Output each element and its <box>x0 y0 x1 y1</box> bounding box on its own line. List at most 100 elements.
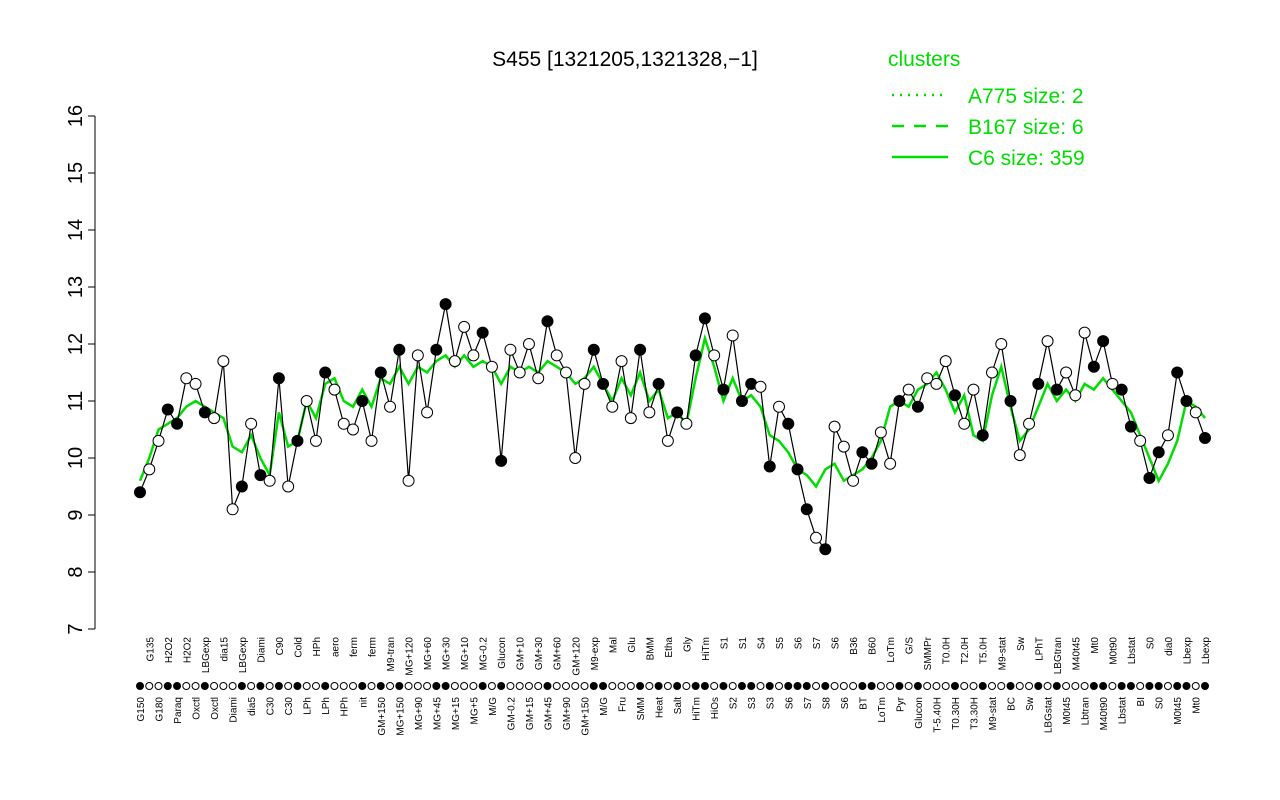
x-tick-label: Mal <box>608 637 619 653</box>
x-tick-label: Sw <box>1016 636 1027 651</box>
rug-point <box>358 682 367 690</box>
data-point <box>532 372 545 385</box>
rug-point <box>432 682 441 690</box>
x-tick-label: S3 <box>747 697 758 710</box>
data-point <box>161 403 174 416</box>
rug-point <box>849 682 858 690</box>
x-tick-label: T0.0H <box>942 637 953 664</box>
rug-point <box>617 682 626 690</box>
rug-point <box>1025 682 1034 690</box>
x-tick-label: S6 <box>831 637 842 650</box>
x-tick-label: C30 <box>284 697 295 716</box>
data-point <box>856 446 869 459</box>
data-point <box>569 452 582 464</box>
x-tick-label: GM+150 <box>377 697 388 736</box>
rug-point <box>376 682 385 690</box>
rug-point <box>839 682 848 690</box>
x-tick-label: T2.0H <box>960 637 971 664</box>
rug-point <box>265 682 274 690</box>
rug-point <box>1071 682 1080 690</box>
data-point <box>1041 335 1054 348</box>
x-tick-label: Oxctl <box>192 697 203 720</box>
x-tick-label: MG+45 <box>432 697 443 731</box>
rug-point <box>904 682 913 690</box>
y-tick-label: 11 <box>65 391 87 412</box>
data-point <box>1050 383 1063 396</box>
data-point <box>235 480 248 493</box>
data-point <box>652 377 665 390</box>
x-tick-label: Sw <box>1025 696 1036 711</box>
rug-point <box>960 682 969 690</box>
rug-point <box>608 682 617 690</box>
data-point <box>884 457 897 470</box>
y-tick-label: 12 <box>65 333 87 355</box>
data-point <box>587 343 600 356</box>
data-point <box>735 395 748 407</box>
rug-point <box>552 682 561 690</box>
rug-point <box>775 682 783 690</box>
data-point <box>828 420 841 433</box>
data-point <box>976 429 989 442</box>
rug-point <box>191 682 200 690</box>
rug-point <box>654 682 663 690</box>
legend-label: B167 size: 6 <box>968 116 1084 139</box>
rug-point <box>1108 682 1117 690</box>
data-point <box>365 434 378 447</box>
x-tick-label: G180 <box>155 697 166 722</box>
rug-point <box>497 682 506 690</box>
x-tick-label: dia0 <box>1164 637 1175 656</box>
data-point <box>606 400 619 413</box>
x-tick-label: M9-exp <box>590 637 601 671</box>
data-point <box>476 326 489 339</box>
rug-point <box>256 682 265 690</box>
x-tick-label: nit <box>358 697 369 708</box>
rug-point <box>293 682 302 690</box>
data-point <box>263 474 276 487</box>
y-tick-label: 16 <box>65 105 87 127</box>
data-point <box>578 377 591 390</box>
x-tick-label: S1 <box>719 637 730 650</box>
x-tick-label: MG+120 <box>405 637 416 676</box>
rug-point <box>673 682 682 690</box>
x-tick-label: T-5.40H <box>932 697 943 733</box>
data-point <box>1180 395 1193 407</box>
data-point <box>680 417 693 430</box>
data-point <box>902 383 915 396</box>
x-tick-label: Paraq <box>173 697 184 724</box>
rug-point <box>284 682 293 690</box>
x-tick-label: M9-stat <box>988 697 999 731</box>
data-point <box>726 329 739 342</box>
data-point <box>1161 429 1174 442</box>
rug-point <box>1191 682 1200 690</box>
rug-point <box>663 682 672 690</box>
x-tick-label: LPhT <box>1034 637 1045 661</box>
data-point <box>689 349 702 362</box>
rug-point <box>450 682 459 690</box>
x-tick-label: M9-tran <box>386 637 397 671</box>
legend-title: clusters <box>888 48 960 71</box>
rug-point <box>367 682 376 690</box>
data-point <box>337 417 350 430</box>
rug-point <box>913 682 922 690</box>
rug-point <box>311 682 320 690</box>
x-tick-label: M/G <box>599 697 610 716</box>
x-tick-label: Salt <box>673 697 684 714</box>
x-tick-label: S4 <box>756 637 767 650</box>
rug-point <box>349 682 357 690</box>
data-point <box>1013 449 1026 462</box>
rug-point <box>163 682 172 690</box>
data-point <box>773 400 785 413</box>
rug-point <box>1126 682 1135 690</box>
x-tick-label: aero <box>330 637 341 657</box>
rug-point <box>1136 682 1145 690</box>
rug-point <box>988 682 996 690</box>
rug-point <box>413 682 422 690</box>
rug-point <box>247 682 256 690</box>
data-point <box>180 372 193 385</box>
rug-point <box>756 682 765 690</box>
x-tick-label: MG+15 <box>451 697 462 731</box>
x-tick-label: ferm <box>349 637 360 657</box>
x-tick-label: S0 <box>1145 637 1156 650</box>
rug-point <box>219 682 228 690</box>
data-point <box>986 366 998 379</box>
